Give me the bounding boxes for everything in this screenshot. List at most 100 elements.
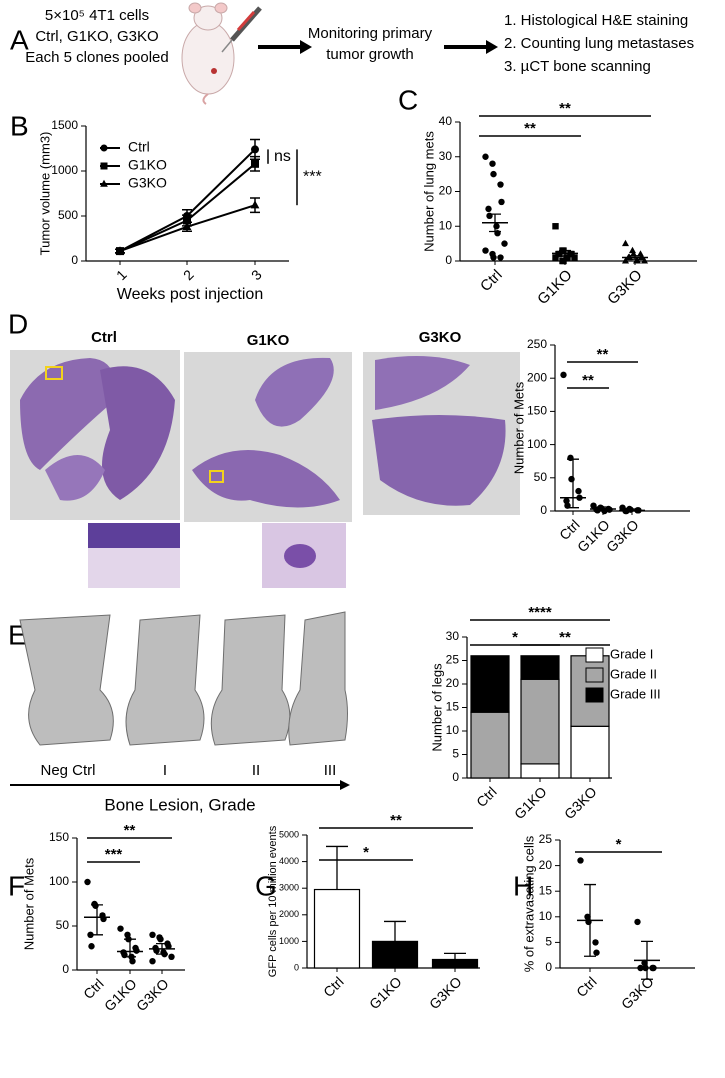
marker <box>621 257 630 264</box>
image-label: G1KO <box>247 332 290 349</box>
marker <box>482 153 489 160</box>
marker <box>115 246 125 255</box>
marker <box>641 959 648 967</box>
marker <box>251 159 259 168</box>
schematic-text: Each 5 clones pooled <box>25 49 168 66</box>
bar <box>371 940 419 969</box>
y-tick-label: 15 <box>446 700 460 714</box>
marker <box>482 247 489 254</box>
y-tick-label: 100 <box>527 437 547 451</box>
y-tick-label: 0 <box>540 503 547 517</box>
x-tick-label: 2 <box>180 266 197 283</box>
marker <box>629 250 638 257</box>
x-tick-label: G1KO <box>366 973 405 1012</box>
x-tick-label: G1KO <box>534 267 575 308</box>
y-axis-label: % of extravasating cells <box>521 835 536 972</box>
significance-label: **** <box>528 604 552 621</box>
bar <box>431 958 479 969</box>
x-tick-label: G1KO <box>511 783 550 822</box>
x-axis-label: Weeks post injection <box>117 286 263 303</box>
legend-label: Ctrl <box>128 139 150 155</box>
image-label: Neg Ctrl <box>40 762 95 779</box>
marker <box>87 931 94 938</box>
marker <box>640 257 649 264</box>
y-axis-label: Number of Mets <box>511 381 526 474</box>
marker <box>165 943 172 950</box>
marker <box>575 487 582 495</box>
error-bar <box>326 845 348 890</box>
image-label: III <box>324 762 337 779</box>
y-tick-label: 500 <box>58 208 78 222</box>
marker <box>149 931 156 938</box>
schematic-text: 2. Counting lung metastases <box>504 35 694 52</box>
y-tick-label: 30 <box>439 149 453 163</box>
x-tick-label: 3 <box>248 266 265 283</box>
y-tick-label: 0 <box>71 253 78 267</box>
panel-letter: F <box>8 870 25 901</box>
legend-label: G1KO <box>128 157 167 173</box>
y-axis-label: Tumor volume (mm3) <box>37 132 52 256</box>
marker <box>149 958 156 965</box>
marker <box>577 857 584 864</box>
y-tick-label: 30 <box>446 629 460 643</box>
x-tick-label: G3KO <box>426 973 465 1012</box>
x-tick-label: Ctrl <box>477 267 506 296</box>
marker <box>100 144 108 152</box>
error-bar <box>629 255 641 260</box>
panel-letter: B <box>10 110 29 141</box>
significance-label: ** <box>559 629 571 646</box>
y-tick-label: 10 <box>539 909 553 923</box>
marker <box>117 925 124 932</box>
axis-label: Bone Lesion, Grade <box>104 795 255 814</box>
bar-segment <box>470 711 510 779</box>
bar-segment <box>520 678 560 765</box>
marker <box>564 254 571 261</box>
error-bar <box>559 249 571 257</box>
y-tick-label: 10 <box>446 723 460 737</box>
histology-inset <box>88 523 180 588</box>
marker <box>584 913 591 920</box>
marker <box>168 953 175 960</box>
y-tick-label: 25 <box>446 653 460 667</box>
legend-swatch <box>585 667 604 683</box>
marker <box>129 958 136 965</box>
marker <box>636 250 645 257</box>
histology-image <box>184 352 352 522</box>
marker <box>621 239 630 247</box>
y-tick-label: 1500 <box>51 118 78 132</box>
significance-label: ** <box>559 100 571 117</box>
error-bar <box>584 883 596 957</box>
marker <box>633 257 642 264</box>
y-tick-label: 50 <box>56 918 70 932</box>
schematic-text: 5×10⁵ 4T1 cells <box>45 7 149 24</box>
bar-segment <box>520 655 560 680</box>
y-tick-label: 10 <box>439 218 453 232</box>
schematic-text: Ctrl, G1KO, G3KO <box>35 28 158 45</box>
bar-segment <box>520 763 560 779</box>
y-tick-label: 5 <box>545 935 552 949</box>
significance-label: *** <box>105 846 123 863</box>
histology-inset <box>262 523 346 588</box>
schematic-text: 3. µCT bone scanning <box>504 58 651 75</box>
schematic-text: Monitoring primary <box>308 25 433 42</box>
legend-label: Grade I <box>610 646 653 661</box>
y-tick-label: 50 <box>534 470 548 484</box>
panel-letter: H <box>513 870 533 901</box>
bar-segment <box>470 655 510 713</box>
y-tick-label: 4000 <box>279 856 299 866</box>
y-tick-label: 100 <box>49 874 69 888</box>
legend-label: Grade II <box>610 666 657 681</box>
y-tick-label: 5000 <box>279 829 299 839</box>
image-label: Ctrl <box>91 329 117 346</box>
marker <box>560 371 567 379</box>
y-tick-label: 200 <box>527 370 547 384</box>
marker <box>489 160 496 167</box>
marker <box>485 205 492 213</box>
significance-label: ** <box>390 812 402 829</box>
marker <box>100 162 108 170</box>
significance-label: ** <box>524 120 536 137</box>
marker <box>650 964 657 972</box>
panel-letter: C <box>398 84 418 115</box>
arrow-head <box>486 40 498 54</box>
